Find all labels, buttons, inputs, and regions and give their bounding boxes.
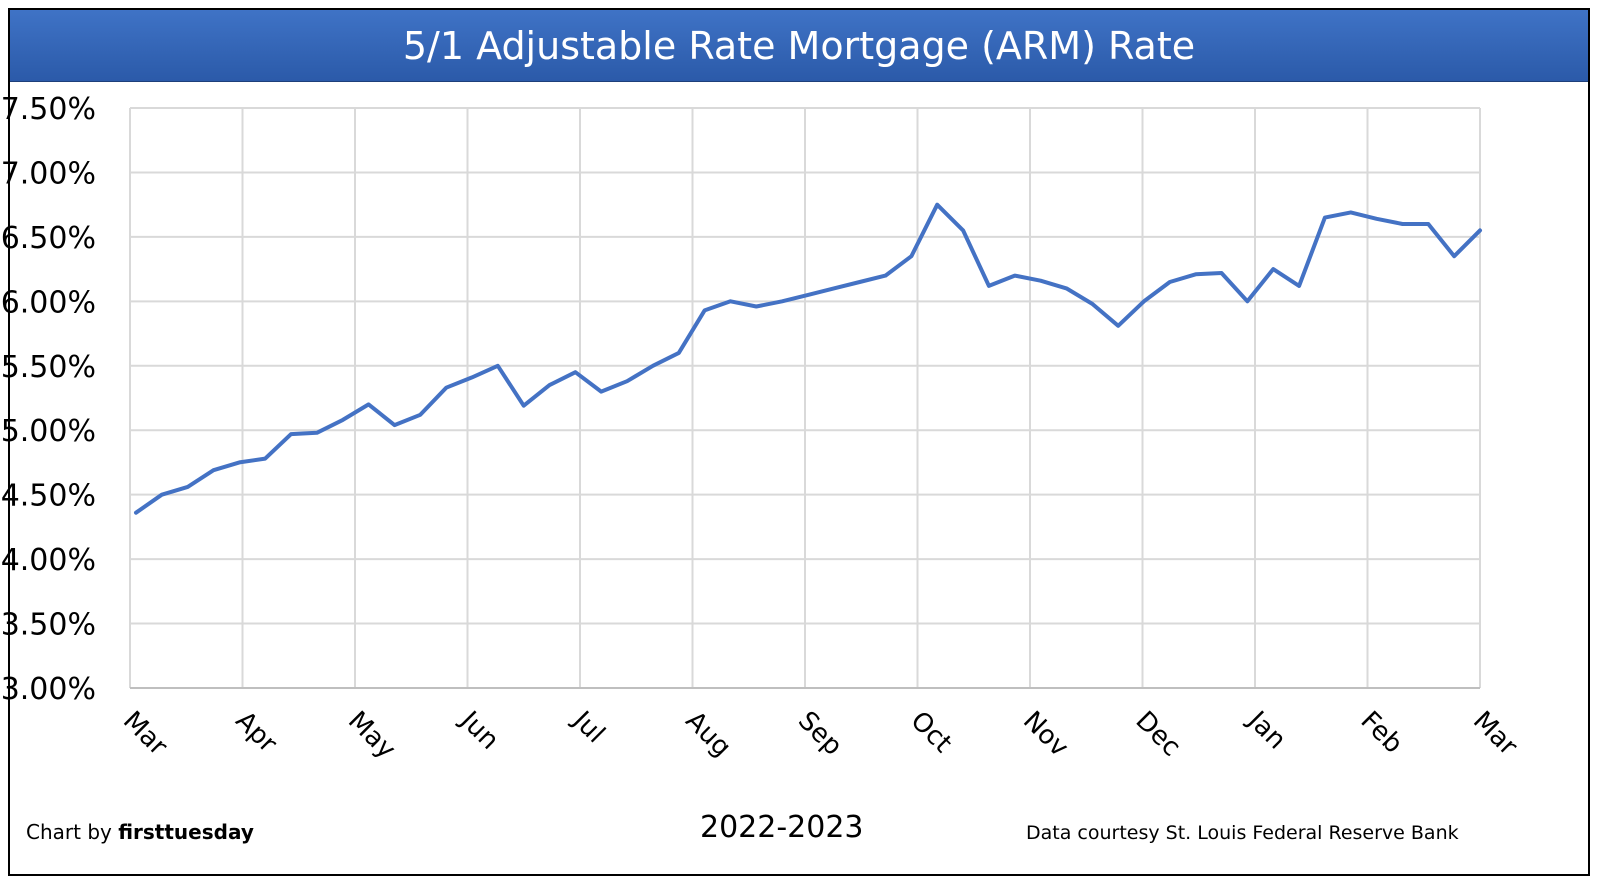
- y-tick-label: 5.50%: [1, 350, 96, 385]
- y-tick-label: 3.00%: [1, 672, 96, 707]
- series-line: [134, 202, 1482, 515]
- x-tick-label: Nov: [1017, 706, 1074, 763]
- x-axis-label: 2022-2023: [700, 810, 864, 845]
- x-tick-label: Aug: [680, 706, 737, 763]
- x-tick-label: Mar: [117, 706, 173, 762]
- x-tick-label: Mar: [1467, 706, 1523, 762]
- data-source-note: Data courtesy St. Louis Federal Reserve …: [1026, 822, 1459, 844]
- chart-credit: Chart by firsttuesday: [26, 820, 254, 844]
- x-tick-label: Apr: [230, 706, 283, 759]
- x-tick-label: Dec: [1130, 706, 1187, 763]
- x-tick-label: May: [342, 706, 401, 765]
- chart-frame: 5/1 Adjustable Rate Mortgage (ARM) Rate: [8, 8, 1590, 876]
- x-tick-label: Feb: [1355, 706, 1409, 760]
- title-bar: 5/1 Adjustable Rate Mortgage (ARM) Rate: [10, 10, 1588, 82]
- x-tick-label: Oct: [905, 706, 958, 759]
- chart-title: 5/1 Adjustable Rate Mortgage (ARM) Rate: [402, 23, 1196, 68]
- chart-credit-prefix: Chart by: [26, 820, 112, 844]
- x-tick-label: Sep: [792, 706, 848, 762]
- y-tick-label: 5.00%: [1, 414, 96, 449]
- y-tick-label: 7.00%: [1, 156, 96, 191]
- y-tick-label: 6.50%: [1, 221, 96, 256]
- chart-credit-brand: firsttuesday: [118, 820, 254, 844]
- x-tick-label: Jun: [453, 704, 504, 755]
- x-tick-label: Jul: [566, 704, 611, 749]
- y-tick-label: 6.00%: [1, 285, 96, 320]
- y-tick-label: 3.50%: [1, 608, 96, 643]
- y-tick-label: 7.50%: [1, 92, 96, 127]
- y-tick-label: 4.50%: [1, 479, 96, 514]
- y-tick-label: 4.00%: [1, 543, 96, 578]
- x-tick-label: Jan: [1241, 704, 1292, 755]
